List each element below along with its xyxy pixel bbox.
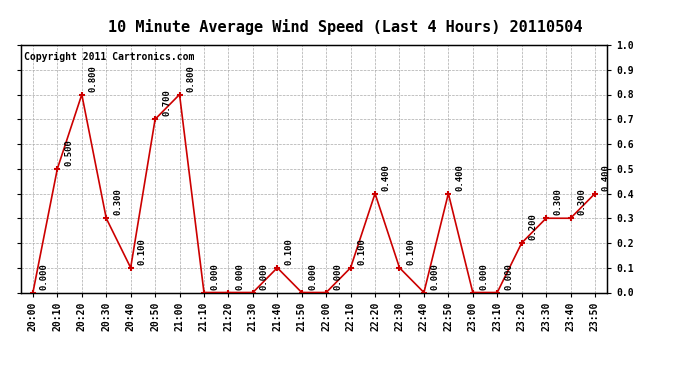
Text: 0.000: 0.000 xyxy=(308,263,317,290)
Text: 0.100: 0.100 xyxy=(284,238,293,265)
Text: 0.000: 0.000 xyxy=(504,263,513,290)
Text: 0.300: 0.300 xyxy=(553,189,562,216)
Text: Copyright 2011 Cartronics.com: Copyright 2011 Cartronics.com xyxy=(23,53,194,63)
Text: 0.800: 0.800 xyxy=(186,65,195,92)
Text: 10 Minute Average Wind Speed (Last 4 Hours) 20110504: 10 Minute Average Wind Speed (Last 4 Hou… xyxy=(108,19,582,35)
Text: 0.000: 0.000 xyxy=(260,263,269,290)
Text: 0.400: 0.400 xyxy=(602,164,611,191)
Text: 0.000: 0.000 xyxy=(235,263,244,290)
Text: 0.400: 0.400 xyxy=(455,164,464,191)
Text: 0.100: 0.100 xyxy=(406,238,415,265)
Text: 0.100: 0.100 xyxy=(357,238,366,265)
Text: 0.800: 0.800 xyxy=(89,65,98,92)
Text: 0.000: 0.000 xyxy=(211,263,220,290)
Text: 0.500: 0.500 xyxy=(64,139,73,166)
Text: 0.700: 0.700 xyxy=(162,90,171,117)
Text: 0.000: 0.000 xyxy=(333,263,342,290)
Text: 0.400: 0.400 xyxy=(382,164,391,191)
Text: 0.100: 0.100 xyxy=(137,238,146,265)
Text: 0.300: 0.300 xyxy=(578,189,586,216)
Text: 0.000: 0.000 xyxy=(40,263,49,290)
Text: 0.200: 0.200 xyxy=(529,213,538,240)
Text: 0.000: 0.000 xyxy=(431,263,440,290)
Text: 0.000: 0.000 xyxy=(480,263,489,290)
Text: 0.300: 0.300 xyxy=(113,189,122,216)
